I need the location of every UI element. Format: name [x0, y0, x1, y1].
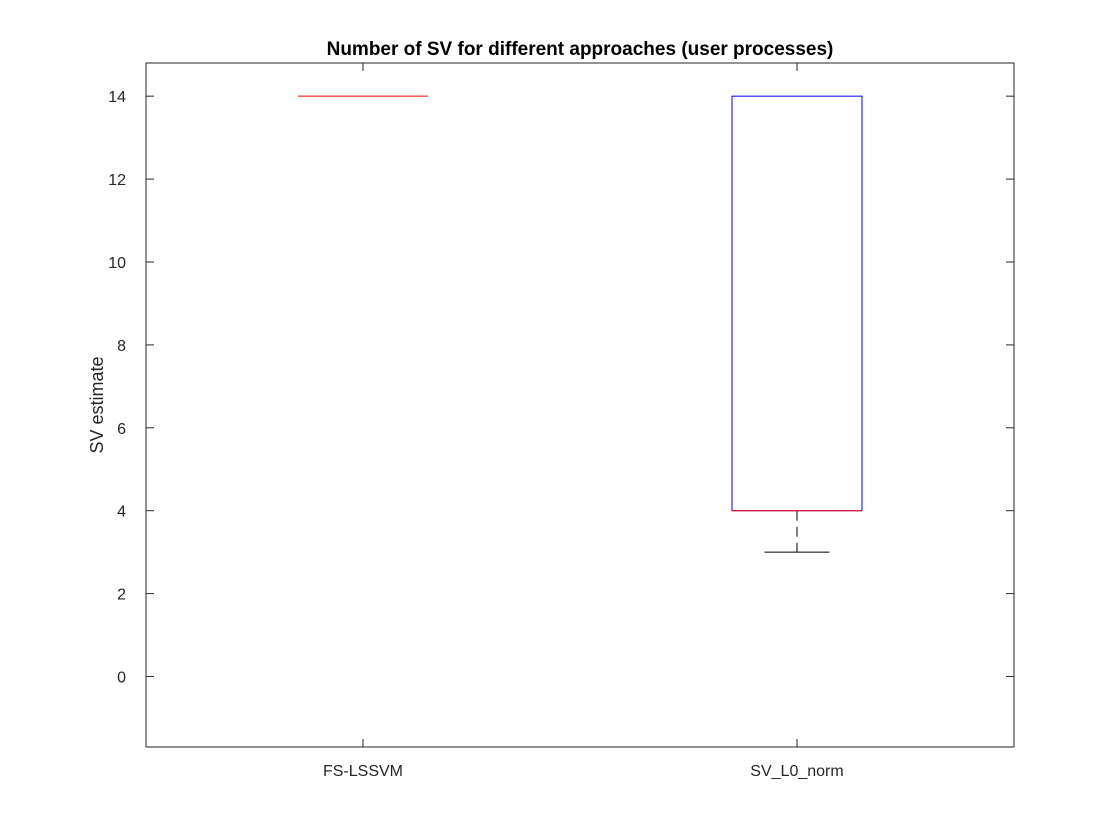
- chart-title: Number of SV for different approaches (u…: [327, 39, 834, 60]
- y-tick-label: 12: [108, 172, 126, 189]
- box-group: [731, 95, 863, 553]
- x-tick-label: SV_L0_norm: [750, 763, 843, 780]
- y-tick-label: 14: [108, 89, 126, 106]
- axes-box: [145, 62, 1015, 748]
- y-tick-label: 8: [117, 338, 126, 355]
- x-tick-label: FS-LSSVM: [323, 763, 403, 780]
- y-tick-label: 6: [117, 421, 126, 438]
- y-tick-label: 10: [108, 255, 126, 272]
- plot-area-background: [146, 63, 1014, 747]
- y-axis-label: SV estimate: [87, 356, 107, 453]
- y-tick-label: 2: [117, 587, 126, 604]
- y-tick-label: 0: [117, 670, 126, 687]
- y-tick-label: 4: [117, 504, 126, 521]
